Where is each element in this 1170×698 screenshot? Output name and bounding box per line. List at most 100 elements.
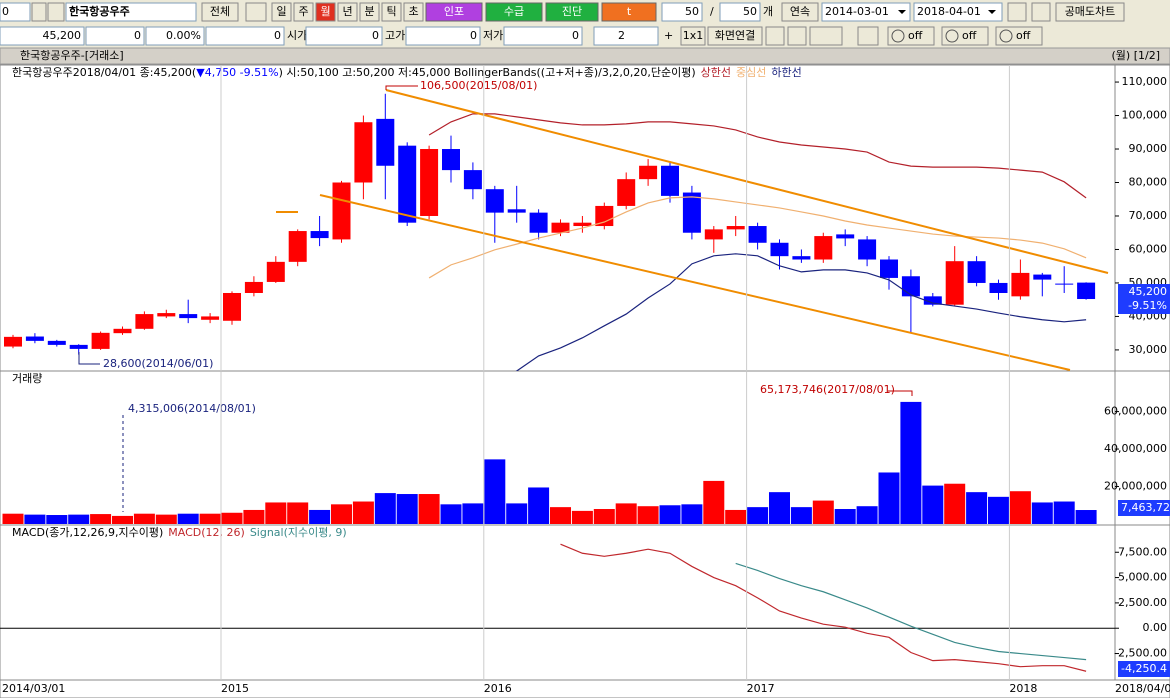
volume-bar [309,509,331,524]
nav-button[interactable] [809,26,843,46]
off-button[interactable] [941,26,989,46]
legend-entry: 중심선 [736,66,766,79]
trend-line [319,194,1071,371]
price-legend: 한국항공우주2018/04/01 종:45,200(▼4,750 -9.51%)… [12,65,802,79]
candle-body [157,313,176,317]
period-button[interactable] [315,2,336,22]
pen-button[interactable] [857,26,879,46]
off-icon [999,29,1013,43]
tool-button[interactable] [425,2,483,22]
volume-bar [2,513,24,524]
y-tick-label: 80,000 [1129,176,1168,189]
tool-button[interactable] [485,2,543,22]
volume-title: 거래량 [12,372,42,385]
candle-body [69,344,88,349]
icon-button[interactable] [47,2,65,22]
end-date[interactable] [913,2,1003,22]
candle-body [507,209,526,213]
candle-body [704,229,723,240]
off-button[interactable] [887,26,935,46]
all-button[interactable] [201,2,239,22]
last-badge [1118,500,1170,516]
short-chart-button[interactable] [1055,2,1125,22]
candle-body [1011,272,1030,297]
candle-body [485,189,504,213]
volume-bar [177,513,199,524]
volume-bar [659,505,681,524]
link-button[interactable] [707,26,763,46]
volume-bar [703,480,725,524]
series-line [735,562,1087,661]
volume-bar [68,514,90,524]
low-label: 저가 [483,29,503,42]
tool-button[interactable] [545,2,599,22]
series-line [428,113,1087,199]
off-button[interactable] [995,26,1043,46]
volume-bar [966,492,988,524]
window-title: 한국항공우주-[거래소] [20,49,124,62]
chart-area [0,64,1170,698]
low: 0 [572,29,579,42]
candle-body [266,261,285,282]
volume-bar [834,509,856,524]
candle-body [288,231,307,262]
code-input[interactable] [0,2,31,22]
count-input[interactable] [719,2,761,22]
candle-body [770,242,789,257]
layout-select[interactable] [593,26,659,46]
link: 화면연결 [715,29,755,42]
candle-body [901,276,920,297]
candle-body [1077,282,1096,300]
volume-bar [374,493,396,524]
candle-body [617,179,636,206]
start: 2014-03-01 [825,5,889,18]
candle-body [748,226,767,243]
count: 50 [685,5,699,18]
period-button[interactable] [359,2,380,22]
period-button[interactable] [381,2,402,22]
tool-label: t [627,5,632,18]
candle-body [792,256,811,260]
volume-bar [243,509,265,524]
continuous-button[interactable] [781,2,819,22]
name-input[interactable] [65,2,197,22]
period-button[interactable] [293,2,314,22]
tool-button[interactable] [601,2,657,22]
volume-bar [331,504,352,524]
start-date[interactable] [821,2,911,22]
sep: / [710,5,714,18]
volume-bar [550,507,571,524]
candle-body [201,316,220,320]
count-unit: 개 [763,5,773,18]
dropdown[interactable] [31,2,47,22]
nav-button[interactable] [787,26,807,46]
period-button[interactable] [271,2,292,22]
grid: 1x1 [683,29,704,42]
volume-bar [528,487,550,524]
nav-button[interactable] [765,26,785,46]
last-change: -9.51% [1128,299,1167,312]
period-button[interactable] [403,2,424,22]
period: 년 [342,5,352,18]
last-price: 45,200 [1129,285,1168,298]
end: 2018-04-01 [917,5,981,18]
candle-body [420,149,439,216]
save-button[interactable] [1007,2,1027,22]
annotation: 65,173,746(2017/08/01) [760,383,895,396]
rate: 0.00% [166,29,201,42]
volume-bar [506,503,528,524]
candle-body [967,261,986,283]
grid-button[interactable] [680,26,706,46]
period-button[interactable] [337,2,358,22]
y-tick-label: 40,000,000 [1104,442,1167,455]
annotation: 28,600(2014/06/01) [103,357,213,370]
volume-bar [944,483,966,524]
window-bar [0,47,1170,65]
count-input[interactable] [661,2,703,22]
tool-label: 수급 [504,5,524,18]
tool-button[interactable] [1031,2,1051,22]
volume-bar [878,472,900,524]
icon-button[interactable] [245,2,267,22]
volume-bar [637,506,659,524]
candle-body [376,118,395,166]
